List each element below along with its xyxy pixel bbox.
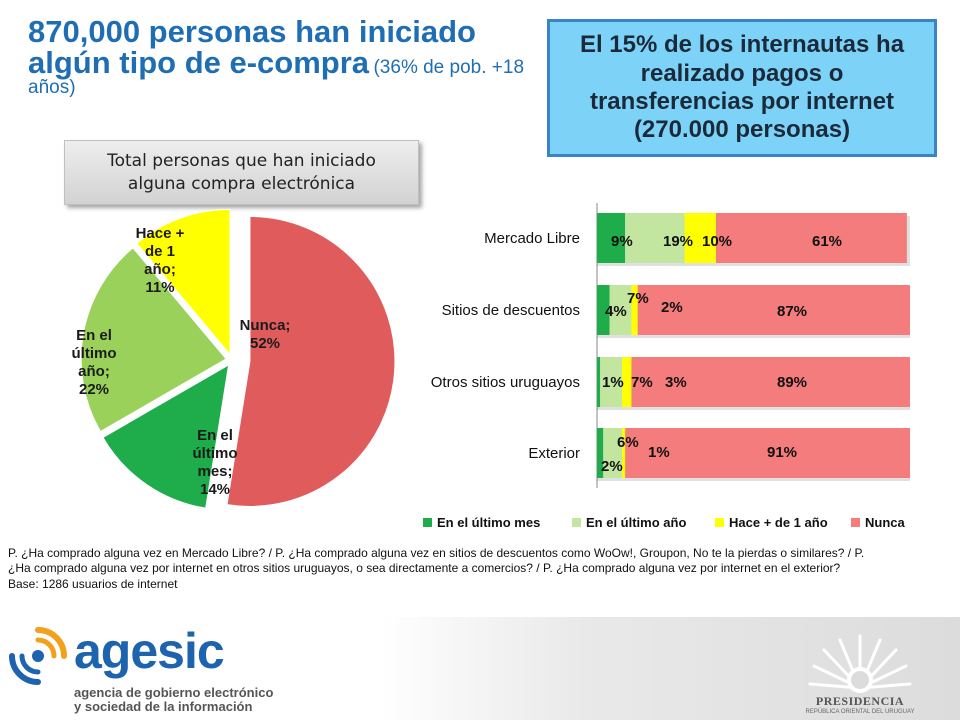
bar-data-label-sitios-descuentos-hace-mas-1-ano: 2% — [661, 299, 683, 316]
bar-category-label: Otros sitios uruguayos — [431, 374, 580, 391]
survey-footnote: P. ¿Ha comprado alguna vez en Mercado Li… — [8, 546, 888, 592]
legend-label-nunca: Nunca — [865, 515, 906, 530]
headline-main: 870,000 personas han iniciado algún tipo… — [28, 14, 476, 80]
bar-data-label-mercado-libre-nunca: 61% — [812, 233, 842, 250]
bar-category-label: Sitios de descuentos — [442, 302, 580, 319]
bar-data-label-sitios-descuentos-ultimo-ano: 7% — [627, 290, 649, 307]
tagline-line-1: agencia de gobierno electrónico — [74, 685, 274, 700]
stacked-bar-chart: Mercado Libre 9% 19% 10% 61% Sitios de descue… — [423, 203, 910, 530]
pie-slice-hace-mas-1-ano — [136, 208, 231, 356]
agesic-logo-tagline: agencia de gobierno electrónico y socied… — [74, 686, 273, 713]
bar-category-label: Mercado Libre — [484, 230, 580, 247]
bar-data-label-otros-sitios-uruguayos-ultimo-mes: 1% — [602, 374, 624, 391]
highlight-callout: El 15% de los internautas ha realizado p… — [547, 19, 937, 157]
tagline-line-2: y sociedad de la información — [74, 698, 253, 714]
legend-label-hace-mas-1-ano: Hace + de 1 año — [729, 515, 828, 530]
bar-data-label-sitios-descuentos-nunca: 87% — [777, 303, 807, 320]
bar-data-label-exterior-ultimo-ano: 6% — [617, 434, 639, 451]
bar-segment-mercado-libre-hace-mas-1-ano — [684, 213, 716, 263]
pie-label-ultimo-mes: En el último mes; 14% — [193, 427, 238, 498]
legend-label-ultimo-ano: En el último año — [586, 515, 686, 530]
legend-swatch-nunca — [851, 518, 860, 527]
legend-label-ultimo-mes: En el último mes — [437, 515, 540, 530]
bar-segment-sitios-descuentos-nunca — [637, 285, 910, 335]
pie-slice-ultimo-mes — [102, 363, 230, 509]
legend-swatch-ultimo-mes — [423, 518, 432, 527]
legend-swatch-hace-mas-1-ano — [715, 518, 724, 527]
callout-text: El 15% de los internautas ha realizado p… — [579, 31, 905, 144]
bar-data-label-otros-sitios-uruguayos-hace-mas-1-ano: 3% — [665, 374, 687, 391]
bar-segment-exterior-ultimo-mes — [597, 428, 604, 478]
bar-data-label-otros-sitios-uruguayos-ultimo-ano: 7% — [631, 374, 653, 391]
bar-data-label-sitios-descuentos-ultimo-mes: 4% — [605, 303, 627, 320]
bar-data-label-exterior-nunca: 91% — [767, 444, 797, 461]
pie-slice-nunca — [226, 215, 396, 507]
pie-slice-ultimo-ano — [80, 247, 227, 433]
pie-title-text: Total personas que han iniciado alguna c… — [107, 151, 376, 194]
presidencia-sun-emblem-icon — [808, 634, 912, 693]
agesic-logo-icon — [9, 627, 67, 685]
pie-chart: Nunca; 52% En el último mes; 14% En el último añ… — [72, 208, 396, 509]
footer-left-panel — [0, 617, 420, 720]
legend-swatch-ultimo-ano — [572, 518, 581, 527]
bar-segment-mercado-libre-ultimo-mes — [597, 213, 626, 263]
headline-parenthetical: (36% de pob. +18 años) — [28, 57, 525, 98]
bar-data-label-exterior-hace-mas-1-ano: 1% — [648, 444, 670, 461]
pie-label-nunca: Nunca; 52% — [240, 317, 291, 352]
bar-category-label: Exterior — [528, 445, 580, 462]
pie-label-hace-mas-1-ano: Hace + de 1 año; 11% — [136, 225, 185, 296]
bar-segment-mercado-libre-ultimo-ano — [625, 213, 685, 263]
bar-segment-otros-sitios-uruguayos-ultimo-mes — [597, 357, 601, 407]
footnote-questions: P. ¿Ha comprado alguna vez en Mercado Li… — [8, 546, 865, 576]
bar-segment-exterior-ultimo-ano — [603, 428, 623, 478]
bar-segment-exterior-hace-mas-1-ano — [622, 428, 626, 478]
presidencia-name: PRESIDENCIA — [815, 694, 905, 708]
bar-segment-mercado-libre-nunca — [715, 213, 907, 263]
bar-data-label-mercado-libre-ultimo-mes: 9% — [611, 233, 633, 250]
pie-chart-title: Total personas que han iniciado alguna c… — [64, 140, 419, 205]
bar-segment-otros-sitios-uruguayos-ultimo-ano — [600, 357, 623, 407]
pie-label-ultimo-ano: En el último año; 22% — [72, 327, 117, 398]
bar-segment-exterior-nunca — [625, 428, 910, 478]
bar-segment-sitios-descuentos-ultimo-mes — [597, 285, 610, 335]
bar-data-label-mercado-libre-hace-mas-1-ano: 10% — [702, 233, 732, 250]
presidencia-subtitle: REPÚBLICA ORIENTAL DEL URUGUAY — [805, 709, 915, 715]
bar-segment-otros-sitios-uruguayos-nunca — [631, 357, 910, 407]
bar-segment-sitios-descuentos-hace-mas-1-ano — [631, 285, 638, 335]
slide-headline: 870,000 personas han iniciado algún tipo… — [28, 16, 528, 97]
bar-segment-otros-sitios-uruguayos-hace-mas-1-ano — [622, 357, 632, 407]
bar-segment-sitios-descuentos-ultimo-ano — [609, 285, 632, 335]
bar-data-label-otros-sitios-uruguayos-nunca: 89% — [777, 374, 807, 391]
bar-data-label-mercado-libre-ultimo-ano: 19% — [663, 233, 693, 250]
agesic-logo-wordmark: agesic — [74, 623, 225, 679]
bar-data-label-exterior-ultimo-mes: 2% — [601, 458, 623, 475]
footnote-base: Base: 1286 usuarios de internet — [8, 576, 178, 591]
